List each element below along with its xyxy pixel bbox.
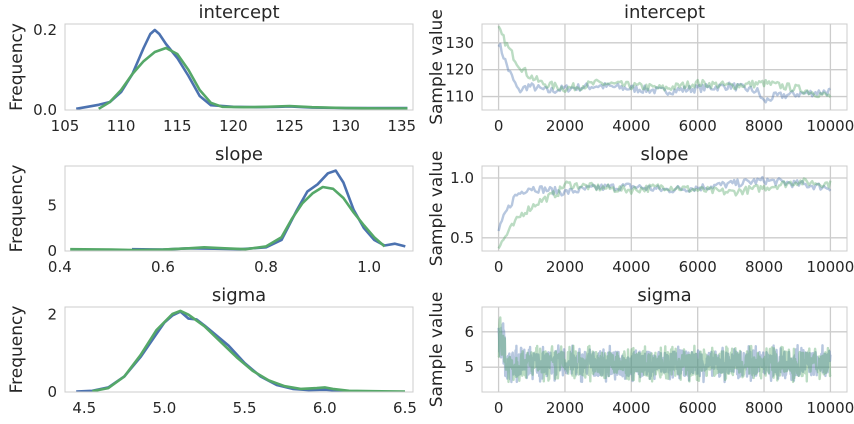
subplot-title: slope [215, 144, 263, 165]
y-axis-label: Frequency [7, 165, 27, 253]
y-axis-label: Frequency [7, 306, 27, 394]
y-tick-label: 120 [445, 61, 474, 79]
x-tick-label: 10000 [807, 258, 854, 276]
x-tick-label: 0 [494, 117, 504, 135]
x-tick-label: 10000 [807, 399, 854, 417]
x-tick-label: 2000 [546, 117, 584, 135]
subplot-title: intercept [199, 2, 280, 23]
plot-area [497, 316, 832, 384]
series-line-0 [75, 28, 408, 110]
series-line-0 [497, 42, 831, 104]
x-tick-label: 130 [331, 117, 360, 135]
x-tick-label: 0.4 [48, 258, 72, 276]
plot-area [497, 25, 832, 104]
x-tick-label: 4000 [612, 399, 650, 417]
axes-frame [64, 306, 414, 393]
y-tick-label: 0 [47, 383, 57, 401]
axes-frame [481, 306, 848, 393]
x-tick-label: 4000 [612, 117, 650, 135]
subplot-4: 4.5 5.0 5.5 6.0 6.5 0 2 sigma Frequency [7, 285, 417, 417]
subplot-title: sigma [212, 285, 266, 306]
x-tick-label: 8000 [745, 117, 783, 135]
x-tick-label: 6000 [679, 258, 717, 276]
x-tick-label: 5.5 [233, 399, 257, 417]
x-tick-label: 115 [163, 117, 192, 135]
axes-frame [481, 165, 848, 252]
y-tick-label: 0 [47, 242, 57, 260]
series-line-1 [98, 46, 408, 110]
x-tick-label: 120 [219, 117, 248, 135]
subplot-title: sigma [637, 285, 691, 306]
series-line-0 [497, 175, 832, 232]
y-tick-label: 5 [464, 358, 474, 376]
series-line-1 [497, 25, 832, 99]
series-line-0 [497, 322, 832, 384]
x-tick-label: 110 [107, 117, 136, 135]
x-tick-label: 6000 [679, 117, 717, 135]
axes-frame [64, 165, 414, 252]
x-tick-label: 5.0 [152, 399, 176, 417]
x-tick-label: 6000 [679, 399, 717, 417]
y-tick-label: 0.2 [33, 21, 57, 39]
x-tick-label: 4.5 [72, 399, 96, 417]
series-line-1 [497, 316, 832, 384]
y-axis-label: Frequency [7, 23, 27, 111]
x-tick-label: 105 [51, 117, 80, 135]
y-axis-label: Sample value [427, 151, 447, 267]
x-tick-label: 0.6 [151, 258, 175, 276]
y-axis-label: Sample value [427, 9, 447, 125]
subplot-title: intercept [624, 2, 705, 23]
x-tick-label: 4000 [612, 258, 650, 276]
subplot-5: 0 2000 4000 6000 8000 10000 5 6 sigma Sample valu… [427, 285, 854, 417]
y-axis-label: Sample value [427, 292, 447, 408]
x-tick-label: 6.0 [313, 399, 337, 417]
x-tick-label: 125 [275, 117, 304, 135]
series-line-0 [131, 169, 406, 251]
y-tick-label: 5 [47, 196, 57, 214]
x-tick-label: 1.0 [357, 258, 381, 276]
subplot-1: 0 2000 4000 6000 8000 10000 110 120 130 intercept… [427, 2, 854, 135]
y-tick-label: 0.5 [450, 229, 474, 247]
series-line-1 [497, 177, 832, 249]
x-tick-label: 0 [494, 258, 504, 276]
y-tick-label: 1.0 [450, 169, 474, 187]
subplot-title: slope [641, 144, 689, 165]
plot-area [497, 175, 832, 249]
x-tick-label: 2000 [546, 258, 584, 276]
x-tick-label: 8000 [745, 399, 783, 417]
y-tick-label: 6 [464, 323, 474, 341]
y-tick-label: 130 [445, 34, 474, 52]
axes-frame [481, 23, 848, 111]
x-tick-label: 10000 [807, 117, 854, 135]
x-tick-label: 6.5 [393, 399, 417, 417]
subplot-0: 105 110 115 120 125 130 135 0.0 0.2 intercept Freq… [7, 2, 416, 135]
x-tick-label: 8000 [745, 258, 783, 276]
series-line-1 [70, 185, 386, 251]
x-tick-label: 0.8 [254, 258, 278, 276]
axes-frame [64, 23, 414, 111]
subplot-2: 0.4 0.6 0.8 1.0 0 5 slope Frequency [7, 144, 414, 276]
x-tick-label: 0 [494, 399, 504, 417]
plot-area [76, 309, 406, 392]
plot-area [75, 28, 408, 110]
series-line-1 [92, 309, 406, 392]
subplot-3: 0 2000 4000 6000 8000 10000 0.5 1.0 slope Sample … [427, 144, 854, 276]
plot-area [70, 169, 406, 251]
y-tick-label: 0.0 [33, 101, 57, 119]
y-tick-label: 2 [47, 306, 57, 324]
x-tick-label: 135 [387, 117, 416, 135]
y-tick-label: 110 [445, 88, 474, 106]
x-tick-label: 2000 [546, 399, 584, 417]
